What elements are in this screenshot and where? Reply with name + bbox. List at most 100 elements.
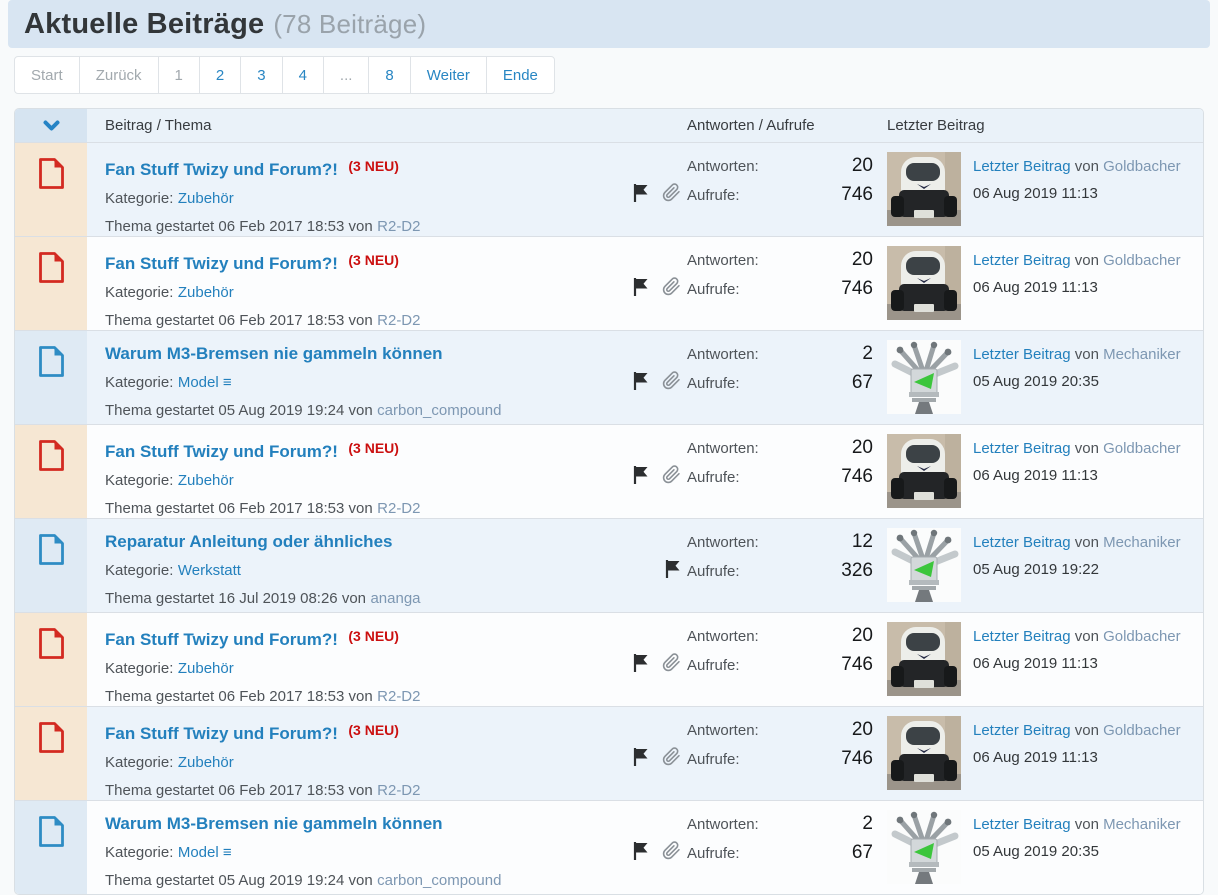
aufrufe-value: 746 bbox=[841, 184, 873, 205]
kategorie-label: Kategorie: bbox=[105, 562, 174, 579]
avatar-twizy-photo bbox=[887, 246, 961, 320]
thread-title-link[interactable]: Fan Stuff Twizy und Forum?! bbox=[105, 254, 338, 273]
aufrufe-label: Aufrufe: bbox=[687, 657, 740, 674]
page-button-zurck: Zurück bbox=[78, 56, 159, 94]
avatar-twizy-photo bbox=[887, 434, 961, 508]
last-post-date: 06 Aug 2019 11:13 bbox=[973, 749, 1098, 766]
flag-icon bbox=[633, 184, 648, 202]
von-label: von bbox=[1074, 534, 1099, 551]
thread-title-link[interactable]: Fan Stuff Twizy und Forum?! bbox=[105, 630, 338, 649]
table-row: Fan Stuff Twizy und Forum?! (3 NEU) Kate… bbox=[15, 706, 1203, 800]
thread-status-cell bbox=[15, 519, 87, 612]
last-post-link[interactable]: Letzter Beitrag bbox=[973, 722, 1071, 739]
starter-link[interactable]: R2-D2 bbox=[377, 782, 421, 799]
table-header-row: Beitrag / Thema Antworten / Aufrufe Letz… bbox=[15, 109, 1203, 142]
last-post-user[interactable]: Goldbacher bbox=[1103, 628, 1181, 645]
last-post-link[interactable]: Letzter Beitrag bbox=[973, 628, 1071, 645]
antworten-value: 20 bbox=[851, 249, 873, 270]
von-label: von bbox=[1074, 440, 1099, 457]
last-post-link[interactable]: Letzter Beitrag bbox=[973, 158, 1071, 175]
new-badge: (3 NEU) bbox=[348, 722, 399, 738]
last-post-link[interactable]: Letzter Beitrag bbox=[973, 816, 1071, 833]
aufrufe-label: Aufrufe: bbox=[687, 187, 740, 204]
flag-icon bbox=[633, 372, 648, 390]
last-post-link[interactable]: Letzter Beitrag bbox=[973, 534, 1071, 551]
topics-table: Beitrag / Thema Antworten / Aufrufe Letz… bbox=[14, 108, 1204, 895]
started-text: Thema gestartet 06 Feb 2017 18:53 von bbox=[105, 312, 373, 329]
table-row: Reparatur Anleitung oder ähnliches Kateg… bbox=[15, 518, 1203, 612]
category-link[interactable]: Zubehör bbox=[177, 284, 234, 301]
new-badge: (3 NEU) bbox=[348, 440, 399, 456]
last-post-date: 06 Aug 2019 11:13 bbox=[973, 467, 1098, 484]
avatar bbox=[887, 152, 961, 226]
page-button-2[interactable]: 2 bbox=[198, 56, 242, 94]
paperclip-icon bbox=[662, 465, 680, 484]
last-post-user[interactable]: Goldbacher bbox=[1103, 158, 1181, 175]
page-button-ende[interactable]: Ende bbox=[485, 56, 555, 94]
new-badge: (3 NEU) bbox=[348, 158, 399, 174]
thread-title-link[interactable]: Warum M3-Bremsen nie gammeln können bbox=[105, 814, 443, 833]
aufrufe-label: Aufrufe: bbox=[687, 375, 740, 392]
antworten-label: Antworten: bbox=[687, 722, 759, 739]
avatar-twizy-photo bbox=[887, 716, 961, 790]
thread-title-link[interactable]: Reparatur Anleitung oder ähnliches bbox=[105, 532, 393, 551]
thread-status-cell bbox=[15, 237, 87, 330]
aufrufe-value: 67 bbox=[851, 372, 873, 393]
last-post-link[interactable]: Letzter Beitrag bbox=[973, 252, 1071, 269]
starter-link[interactable]: carbon_compound bbox=[377, 872, 502, 889]
kategorie-label: Kategorie: bbox=[105, 754, 174, 771]
starter-link[interactable]: R2-D2 bbox=[377, 500, 421, 517]
last-post-user[interactable]: Mechaniker bbox=[1103, 816, 1181, 833]
flag-icon bbox=[633, 466, 648, 484]
last-post-user[interactable]: Mechaniker bbox=[1103, 346, 1181, 363]
page-button-start: Start bbox=[14, 56, 80, 94]
page-button-3[interactable]: 3 bbox=[240, 56, 283, 94]
category-link[interactable]: Zubehör bbox=[177, 660, 234, 677]
category-link[interactable]: Zubehör bbox=[177, 472, 234, 489]
thread-title-link[interactable]: Fan Stuff Twizy und Forum?! bbox=[105, 442, 338, 461]
last-post-user[interactable]: Goldbacher bbox=[1103, 440, 1181, 457]
sort-header-cell[interactable] bbox=[15, 109, 87, 142]
antworten-value: 20 bbox=[851, 719, 873, 740]
category-link[interactable]: Model ≡ bbox=[177, 374, 232, 391]
antworten-label: Antworten: bbox=[687, 816, 759, 833]
category-link[interactable]: Werkstatt bbox=[177, 562, 241, 579]
page-button-4[interactable]: 4 bbox=[281, 56, 324, 94]
starter-link[interactable]: R2-D2 bbox=[377, 218, 421, 235]
von-label: von bbox=[1074, 252, 1099, 269]
kategorie-label: Kategorie: bbox=[105, 190, 174, 207]
page-button-: ... bbox=[322, 56, 370, 94]
kategorie-label: Kategorie: bbox=[105, 472, 174, 489]
starter-link[interactable]: carbon_compound bbox=[377, 402, 502, 419]
thread-status-cell bbox=[15, 801, 87, 894]
last-post-user[interactable]: Goldbacher bbox=[1103, 252, 1181, 269]
avatar bbox=[887, 340, 961, 414]
page-button-8[interactable]: 8 bbox=[368, 56, 411, 94]
thread-title-link[interactable]: Warum M3-Bremsen nie gammeln können bbox=[105, 344, 443, 363]
category-link[interactable]: Zubehör bbox=[177, 754, 234, 771]
antworten-label: Antworten: bbox=[687, 252, 759, 269]
started-text: Thema gestartet 06 Feb 2017 18:53 von bbox=[105, 782, 373, 799]
last-post-user[interactable]: Goldbacher bbox=[1103, 722, 1181, 739]
starter-link[interactable]: R2-D2 bbox=[377, 688, 421, 705]
flag-icon bbox=[665, 560, 680, 578]
avatar-engine-graphic bbox=[887, 340, 961, 414]
started-text: Thema gestartet 06 Feb 2017 18:53 von bbox=[105, 500, 373, 517]
last-post-link[interactable]: Letzter Beitrag bbox=[973, 440, 1071, 457]
kategorie-label: Kategorie: bbox=[105, 660, 174, 677]
category-link[interactable]: Zubehör bbox=[177, 190, 234, 207]
starter-link[interactable]: ananga bbox=[370, 590, 421, 607]
aufrufe-label: Aufrufe: bbox=[687, 281, 740, 298]
started-text: Thema gestartet 06 Feb 2017 18:53 von bbox=[105, 218, 373, 235]
page-button-weiter[interactable]: Weiter bbox=[409, 56, 487, 94]
new-badge: (3 NEU) bbox=[348, 252, 399, 268]
flag-icon bbox=[633, 748, 648, 766]
thread-status-cell bbox=[15, 143, 87, 236]
thread-title-link[interactable]: Fan Stuff Twizy und Forum?! bbox=[105, 160, 338, 179]
starter-link[interactable]: R2-D2 bbox=[377, 312, 421, 329]
thread-title-link[interactable]: Fan Stuff Twizy und Forum?! bbox=[105, 724, 338, 743]
category-link[interactable]: Model ≡ bbox=[177, 844, 232, 861]
last-post-user[interactable]: Mechaniker bbox=[1103, 534, 1181, 551]
avatar bbox=[887, 716, 961, 790]
last-post-link[interactable]: Letzter Beitrag bbox=[973, 346, 1071, 363]
